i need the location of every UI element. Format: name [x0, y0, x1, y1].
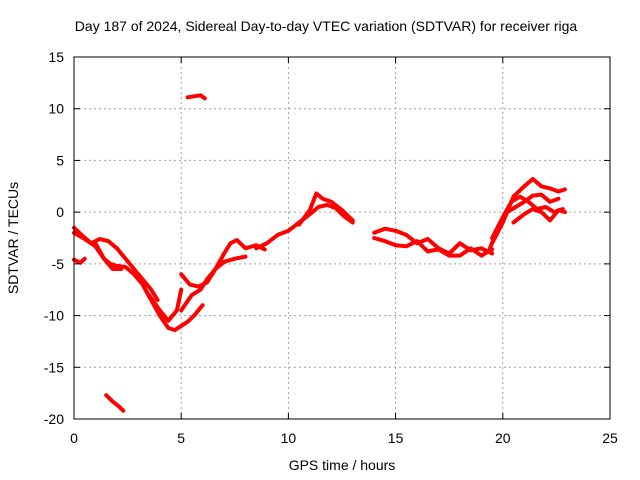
y-tick-label: 0 [56, 204, 64, 220]
y-tick-label: -20 [44, 411, 64, 427]
data-series-arc-9 [297, 191, 355, 227]
y-tick-label: 10 [48, 101, 64, 117]
grid-lines [74, 57, 610, 419]
data-series-arc-8 [254, 202, 355, 251]
data-series-arc-11 [372, 236, 495, 258]
x-tick-label: 5 [177, 430, 185, 446]
data-series-arc-5 [147, 287, 184, 323]
plot-frame [73, 56, 611, 420]
data-series-arc-17 [104, 393, 126, 413]
x-tick-label: 0 [70, 430, 78, 446]
y-tick-label: -10 [44, 308, 64, 324]
axis-ticks: 0 5 10 15 20 25 -20 -15 -10 -5 0 5 10 15 [44, 49, 618, 446]
x-tick-label: 20 [495, 430, 511, 446]
y-axis-label: SDTVAR / TECUs [5, 182, 21, 294]
data-series-arc-6 [179, 238, 267, 313]
data-series-arc-7 [179, 254, 248, 289]
data-series-arc-3 [72, 256, 87, 265]
y-tick-label: -15 [44, 359, 64, 375]
x-tick-label: 10 [281, 430, 297, 446]
data-series-arc-4 [93, 241, 124, 271]
data-series-arc-14 [490, 177, 567, 246]
y-tick-label: 15 [48, 49, 64, 65]
chart-title: Day 187 of 2024, Sidereal Day-to-day VTE… [75, 18, 578, 34]
y-tick-label: -5 [52, 256, 65, 272]
data-series-arc-16 [185, 93, 207, 101]
data-traces [72, 93, 567, 413]
data-series-arc-2 [72, 230, 205, 333]
y-tick-label: 5 [56, 152, 64, 168]
x-axis-label: GPS time / hours [289, 457, 396, 473]
x-tick-label: 15 [388, 430, 404, 446]
x-tick-label: 25 [602, 430, 618, 446]
data-series-arc-15 [511, 207, 567, 225]
